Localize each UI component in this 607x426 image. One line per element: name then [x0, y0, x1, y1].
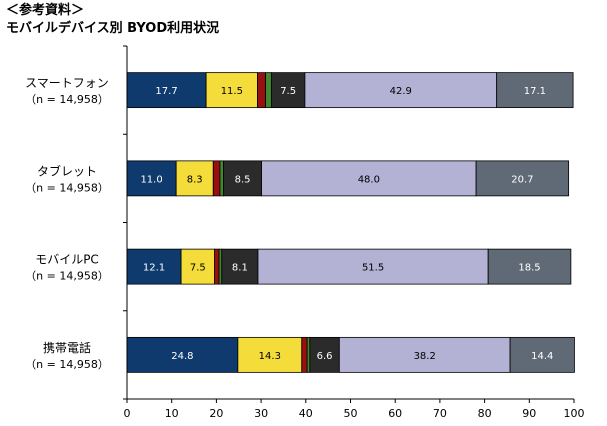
data-label: 42.9 [390, 86, 412, 97]
data-label: 14.4 [531, 351, 553, 362]
category-n-label: （n = 14,958） [25, 270, 109, 283]
bar-segment [338, 336, 511, 373]
bar-segment [496, 72, 574, 109]
data-label: 17.7 [155, 86, 177, 97]
bar-segment [221, 248, 259, 285]
axes-layer: 0 10 20 30 40 50 60 70 80 90 100 [123, 45, 585, 420]
bar-segment [301, 336, 308, 373]
data-label: 8.1 [232, 263, 248, 274]
bar-segment [270, 72, 306, 109]
category-n-label: （n = 14,958） [25, 358, 109, 371]
data-label: 51.5 [362, 263, 384, 274]
bar-segment [212, 160, 221, 197]
bar-segment [487, 248, 572, 285]
data-label: 17.1 [524, 86, 546, 97]
x-tick-label: 100 [564, 407, 585, 420]
bar-segment [223, 160, 262, 197]
bars-layer: 17.7 11.5 7.5 42.9 17.1 11.0 8.3 8.5 48.0 20.7 12.… [126, 72, 575, 373]
data-label: 8.5 [235, 174, 251, 185]
bar-segment [126, 160, 177, 197]
x-tick-label: 20 [209, 407, 223, 420]
bar-segment [309, 336, 340, 373]
data-label: 6.6 [317, 351, 333, 362]
x-tick-label: 50 [344, 407, 358, 420]
data-label: 14.3 [259, 351, 281, 362]
data-label: 11.0 [140, 174, 162, 185]
x-tick-label: 80 [478, 407, 492, 420]
category-label: スマートフォン [25, 76, 109, 90]
bar-segment [218, 248, 223, 285]
data-label: 20.7 [511, 174, 533, 185]
data-label: 12.1 [143, 263, 165, 274]
x-tick-label: 0 [124, 407, 131, 420]
data-label: 48.0 [358, 174, 380, 185]
x-tick-label: 10 [165, 407, 179, 420]
chart-title: モバイルデバイス別 BYOD利用状況 [6, 21, 220, 36]
bar-segment [257, 72, 266, 109]
bar-segment [257, 248, 489, 285]
bar-segment [219, 160, 224, 197]
bar-segment [175, 160, 214, 197]
category-n-label: （n = 14,958） [25, 93, 109, 106]
bar-segment [509, 336, 575, 373]
category-n-label: （n = 14,958） [25, 181, 109, 194]
category-label: モバイルPC [35, 253, 99, 267]
bar-segment [180, 248, 216, 285]
data-label: 11.5 [221, 86, 243, 97]
bar-segment [126, 336, 239, 373]
header: ＜参考資料＞ モバイルデバイス別 BYOD利用状況 [6, 2, 219, 38]
data-label: 7.5 [280, 86, 296, 97]
reference-label: ＜参考資料＞ [6, 3, 85, 18]
data-label: 18.5 [518, 263, 540, 274]
bar-segment [126, 248, 182, 285]
bar-segment [306, 336, 311, 373]
x-tick-label: 60 [388, 407, 402, 420]
bar-segment [265, 72, 272, 109]
data-label: 38.2 [414, 351, 436, 362]
x-tick-label: 90 [522, 407, 536, 420]
data-label: 7.5 [190, 263, 206, 274]
bar-segment [261, 160, 477, 197]
bar-segment [214, 248, 220, 285]
x-tick-label: 70 [433, 407, 447, 420]
bar-segment [304, 72, 498, 109]
bar-segment [475, 160, 570, 197]
x-tick-label: 40 [299, 407, 313, 420]
data-label: 24.8 [171, 351, 193, 362]
category-labels-layer: スマートフォン （n = 14,958） タブレット （n = 14,958） モバイル… [25, 76, 109, 371]
category-label: タブレット [37, 163, 97, 178]
data-label: 8.3 [187, 174, 203, 185]
bar-segment [126, 72, 207, 109]
x-tick-label: 30 [254, 407, 268, 420]
category-label: 携帯電話 [43, 340, 91, 355]
bar-segment [237, 336, 303, 373]
